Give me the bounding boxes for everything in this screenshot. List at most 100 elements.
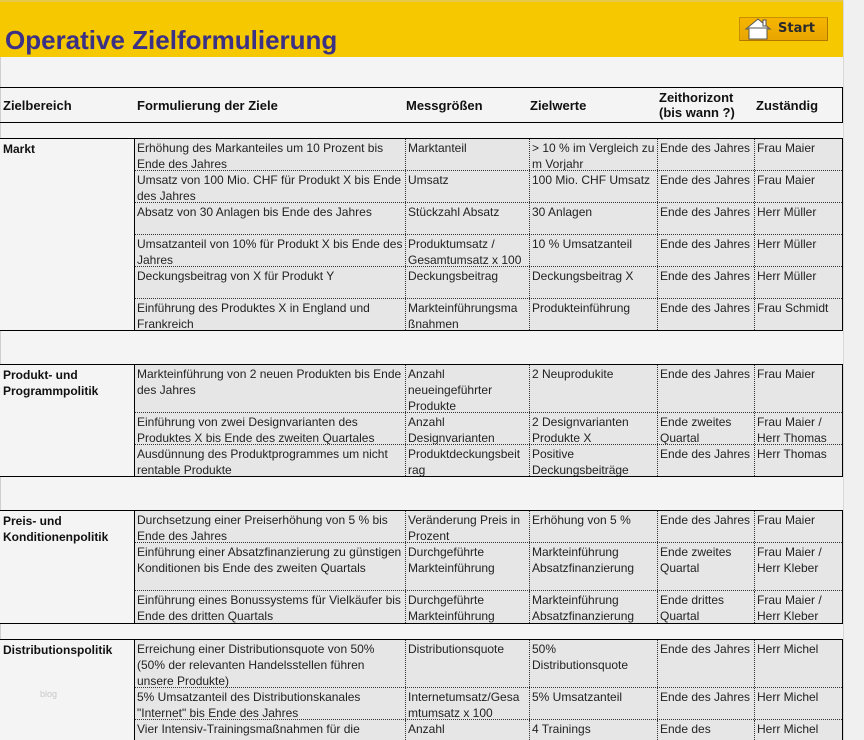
cell-zielwert[interactable]: 2 Neuprodukite — [529, 365, 657, 412]
cell-zustaendig[interactable]: Frau Maier — [754, 511, 842, 542]
cell-zeithorizont[interactable]: Ende des Jahres — [657, 235, 754, 266]
cell-messgroesse[interactable]: Veränderung Preis in Prozent — [405, 511, 529, 542]
cell-ziel[interactable]: Einführung des Produktes X in England un… — [137, 301, 370, 330]
cell-zustaendig[interactable]: Frau Schmidt — [754, 299, 842, 330]
cell-zeithorizont[interactable]: Ende des Jahres — [657, 688, 754, 719]
cell-zielwert[interactable]: Erhöhung von 5 % — [529, 511, 657, 542]
table-header: Zielbereich Formulierung der Ziele Messg… — [0, 87, 843, 123]
table-row[interactable]: Absatz von 30 Anlagen bis Ende des Jahre… — [135, 203, 842, 235]
cell-zustaendig[interactable]: Herr Thomas — [754, 445, 842, 476]
section-markt: Markt Erhöhung des Markanteiles um 10 Pr… — [0, 138, 843, 331]
cell-messgroesse[interactable]: Stückzahl Absatz — [405, 203, 529, 234]
cell-zielwert[interactable]: 30 Anlagen — [529, 203, 657, 234]
table-row[interactable]: Erhöhung des Markanteiles um 10 Prozent … — [135, 139, 842, 171]
cell-messgroesse[interactable]: Marktanteil — [405, 139, 529, 170]
cell-zustaendig[interactable]: Frau Maier — [754, 365, 842, 412]
cell-ziel[interactable]: Erhöhung des Markanteiles um 10 Prozent … — [137, 141, 384, 170]
cell-zeithorizont[interactable]: Ende des Jahres — [657, 171, 754, 202]
cell-zielwert[interactable]: 10 % Umsatzanteil — [529, 235, 657, 266]
cell-zustaendig[interactable]: Frau Maier / Herr Kleber — [754, 543, 842, 590]
section-label: Produkt- und Programmpolitik — [3, 368, 99, 398]
cell-ziel[interactable]: Ausdünnung des Produktprogrammes um nich… — [137, 447, 388, 476]
table-row[interactable]: Einführung eines Bonussystems für Vielkä… — [135, 591, 842, 623]
cell-zeithorizont[interactable]: Ende des Jahres — [657, 365, 754, 412]
table-row[interactable]: Umsatzanteil von 10% für Produkt X bis E… — [135, 235, 842, 267]
table-row[interactable]: Einführung einer Absatzfinanzierung zu g… — [135, 543, 842, 591]
cell-zeithorizont[interactable]: Ende des Jahres — [657, 203, 754, 234]
table-row[interactable]: Einführung des Produktes X in England un… — [135, 299, 842, 330]
cell-zeithorizont[interactable]: Ende zweites Quartal — [657, 413, 754, 444]
page-title: Operative Zielformulierung — [5, 25, 338, 55]
cell-messgroesse[interactable]: Anzahl neueingeführter Produkte — [405, 365, 529, 412]
cell-zustaendig[interactable]: Herr Müller — [754, 235, 842, 266]
cell-zielwert[interactable]: 50% Distributionsquote — [529, 640, 657, 687]
cell-ziel[interactable]: Markteinführung von 2 neuen Produkten bi… — [137, 367, 402, 397]
table-row[interactable]: Durchsetzung einer Preiserhöhung von 5 %… — [135, 511, 842, 543]
cell-messgroesse[interactable]: Deckungsbeitrag — [405, 267, 529, 298]
cell-messgroesse[interactable]: Produktdeckungsbeit rag — [405, 445, 529, 476]
cell-messgroesse[interactable]: Produktumsatz / Gesamtumsatz x 100 — [405, 235, 529, 266]
cell-ziel[interactable]: Umsatz von 100 Mio. CHF für Produkt X bi… — [137, 173, 402, 202]
cell-zustaendig[interactable]: Herr Michel — [754, 688, 842, 719]
cell-messgroesse[interactable]: Markteinführungsma ßnahmen — [405, 299, 529, 330]
section-distributionspolitik: Distributionspolitik Erreichung einer Di… — [0, 639, 843, 740]
cell-zielwert[interactable]: Positive Deckungsbeiträge — [529, 445, 657, 476]
table-row[interactable]: 5% Umsatzanteil des Distributionskanales… — [135, 688, 842, 720]
cell-zeithorizont[interactable]: Ende des — [657, 720, 754, 740]
cell-ziel[interactable]: Deckungsbeitrag von X für Produkt Y — [137, 269, 335, 283]
cell-ziel[interactable]: 5% Umsatzanteil des Distributionskanales… — [137, 690, 361, 719]
cell-zielwert[interactable]: Markteinführung Absatzfinanzierung — [529, 543, 657, 590]
cell-zustaendig[interactable]: Frau Maier / Herr Thomas — [754, 413, 842, 444]
cell-zielwert[interactable]: 2 Designvarianten Produkte X — [529, 413, 657, 444]
cell-zeithorizont[interactable]: Ende des Jahres — [657, 511, 754, 542]
start-button-label: Start — [778, 21, 815, 36]
table-row[interactable]: Vier Intensiv-Trainingsmaßnahmen für die… — [135, 720, 842, 740]
start-button[interactable]: Start — [739, 17, 828, 41]
table-row[interactable]: Erreichung einer Distributionsquote von … — [135, 640, 842, 688]
cell-messgroesse[interactable]: Anzahl Designvarianten — [405, 413, 529, 444]
cell-zustaendig[interactable]: Herr Michel — [754, 720, 842, 740]
cell-ziel[interactable]: Absatz von 30 Anlagen bis Ende des Jahre… — [137, 205, 372, 219]
vertical-scrollbar[interactable] — [843, 0, 864, 740]
cell-zustaendig[interactable]: Frau Maier — [754, 139, 842, 170]
cell-ziel[interactable]: Umsatzanteil von 10% für Produkt X bis E… — [137, 237, 403, 266]
cell-messgroesse[interactable]: Distributionsquote — [405, 640, 529, 687]
table-row[interactable]: Deckungsbeitrag von X für Produkt Y Deck… — [135, 267, 842, 299]
header-formulierung: Formulierung der Ziele — [137, 98, 278, 113]
cell-ziel[interactable]: Vier Intensiv-Trainingsmaßnahmen für die — [137, 722, 360, 736]
table-row[interactable]: Markteinführung von 2 neuen Produkten bi… — [135, 365, 842, 413]
cell-zielwert[interactable]: Produkteinführung — [529, 299, 657, 330]
cell-messgroesse[interactable]: Durchgeführte Markteinführung — [405, 591, 529, 623]
cell-messgroesse[interactable]: Umsatz — [405, 171, 529, 202]
cell-messgroesse[interactable]: Internetumsatz/Gesa mtumsatz x 100 — [405, 688, 529, 719]
cell-messgroesse[interactable]: Durchgeführte Markteinführung — [405, 543, 529, 590]
cell-zielwert[interactable]: 5% Umsatzanteil — [529, 688, 657, 719]
cell-zustaendig[interactable]: Herr Müller — [754, 203, 842, 234]
cell-ziel[interactable]: Durchsetzung einer Preiserhöhung von 5 %… — [137, 513, 388, 542]
cell-zustaendig[interactable]: Frau Maier / Herr Kleber — [754, 591, 842, 623]
header-zielwerte: Zielwerte — [530, 98, 587, 113]
cell-zeithorizont[interactable]: Ende drittes Quartal — [657, 591, 754, 623]
cell-zeithorizont[interactable]: Ende zweites Quartal — [657, 543, 754, 590]
cell-zielwert[interactable]: Deckungsbeitrag X — [529, 267, 657, 298]
cell-ziel[interactable]: Erreichung einer Distributionsquote von … — [137, 642, 375, 687]
table-row[interactable]: Umsatz von 100 Mio. CHF für Produkt X bi… — [135, 171, 842, 203]
cell-ziel[interactable]: Einführung eines Bonussystems für Vielkä… — [137, 593, 401, 623]
cell-ziel[interactable]: Einführung einer Absatzfinanzierung zu g… — [137, 545, 402, 575]
cell-zeithorizont[interactable]: Ende des Jahres — [657, 445, 754, 476]
table-row[interactable]: Einführung von zwei Designvarianten des … — [135, 413, 842, 445]
cell-zustaendig[interactable]: Frau Maier — [754, 171, 842, 202]
cell-ziel[interactable]: Einführung von zwei Designvarianten des … — [137, 415, 375, 444]
cell-messgroesse[interactable]: Anzahl — [405, 720, 529, 740]
cell-zeithorizont[interactable]: Ende des Jahres — [657, 299, 754, 330]
cell-zielwert[interactable]: 4 Trainings — [529, 720, 657, 740]
cell-zielwert[interactable]: 100 Mio. CHF Umsatz — [529, 171, 657, 202]
cell-zeithorizont[interactable]: Ende des Jahres — [657, 139, 754, 170]
table-row[interactable]: Ausdünnung des Produktprogrammes um nich… — [135, 445, 842, 476]
cell-zustaendig[interactable]: Herr Michel — [754, 640, 842, 687]
cell-zeithorizont[interactable]: Ende des Jahres — [657, 640, 754, 687]
cell-zeithorizont[interactable]: Ende des Jahres — [657, 267, 754, 298]
cell-zielwert[interactable]: Markteinführung Absatzfinanzierung — [529, 591, 657, 623]
cell-zielwert[interactable]: > 10 % im Vergleich zu m Vorjahr — [529, 139, 657, 170]
cell-zustaendig[interactable]: Herr Müller — [754, 267, 842, 298]
